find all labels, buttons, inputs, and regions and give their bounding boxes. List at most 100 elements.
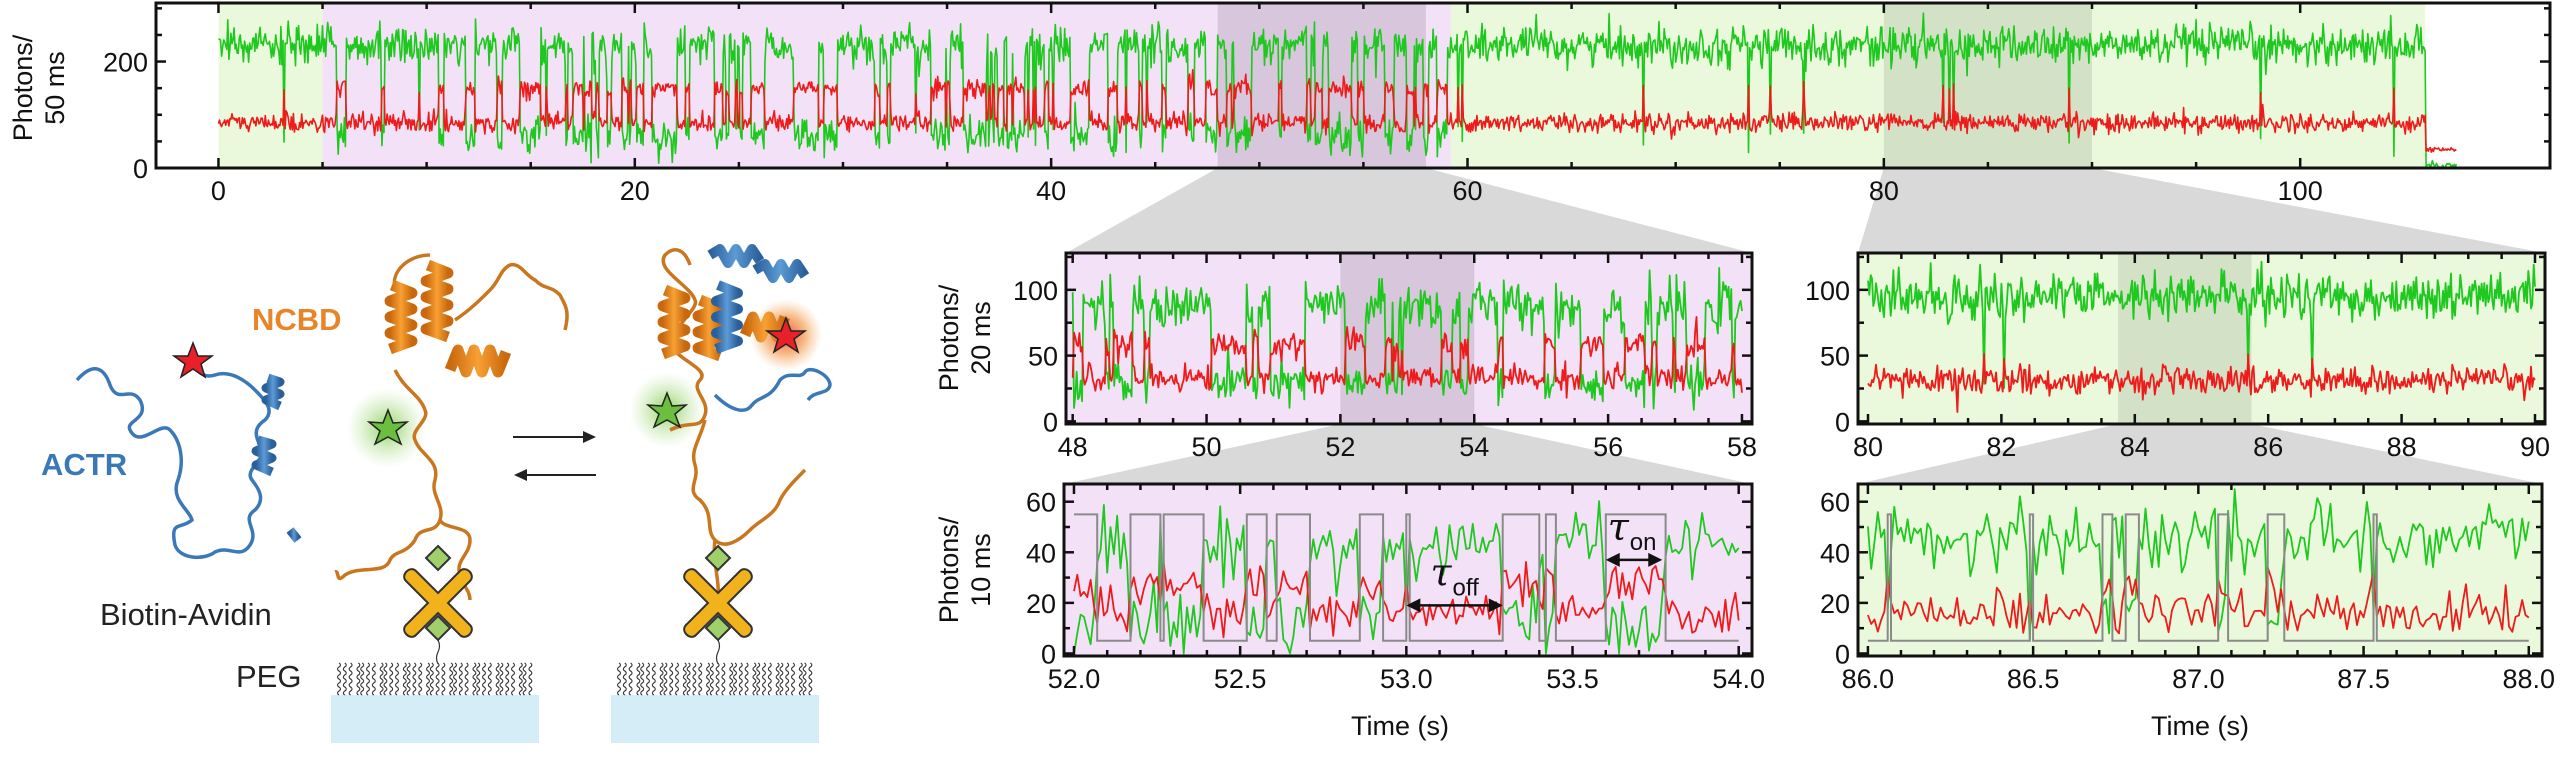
peg-strand <box>721 662 726 696</box>
peg-strand <box>371 662 376 696</box>
avidin-icon <box>683 568 753 638</box>
peg-strand <box>686 662 691 696</box>
x-tick-label: 54.0 <box>1712 664 1765 694</box>
series-acceptor <box>1867 353 2536 413</box>
x-tick-label: 80 <box>1869 176 1899 206</box>
peg-strand <box>487 662 492 696</box>
zoom-connector <box>1858 168 2545 253</box>
series-acceptor <box>217 69 2457 153</box>
peg-strand <box>495 662 500 696</box>
peg-strand <box>785 662 790 696</box>
shaded-region-zoom-unbound <box>1883 4 2093 167</box>
peg-strand <box>472 662 477 696</box>
donor-star-icon <box>645 390 689 429</box>
ncbd-helix <box>384 279 418 355</box>
peg-strand <box>449 662 454 696</box>
y-tick-label: 0 <box>1835 639 1850 669</box>
peg-strand <box>761 662 767 696</box>
peg-strand <box>767 662 772 696</box>
axes-frame <box>1064 251 1754 426</box>
traces <box>1071 267 1743 411</box>
panel-bound-20ms: 48 50 52 54 56 58 0 50 100 <box>1013 251 1757 462</box>
actr-helix <box>711 280 743 354</box>
x-tick-label: 58 <box>1727 432 1757 462</box>
y-tick-label: 50 <box>1028 342 1058 372</box>
peg-strand <box>464 662 469 696</box>
zoom-connectors <box>1064 168 2545 484</box>
arrow-right-icon <box>1488 598 1503 613</box>
x-tick-label: 40 <box>1036 176 1066 206</box>
series-donor <box>1867 488 2530 642</box>
y-tick-label: 60 <box>1026 488 1056 518</box>
y-tick-label: 0 <box>1043 407 1058 437</box>
state-fit-line <box>1867 513 2529 642</box>
traces <box>1867 488 2530 642</box>
panel-unbound-20ms: 80 82 84 86 88 90 0 50 100 <box>1805 251 2550 462</box>
acceptor-star-icon <box>171 340 215 379</box>
x-tick-label: 0 <box>211 176 226 206</box>
ticks: 48 50 52 54 56 58 0 50 100 <box>1013 253 1757 462</box>
peg-strand <box>452 662 458 696</box>
actr-helix <box>251 435 277 477</box>
peg-strand <box>802 662 807 696</box>
biotin-avidin <box>683 544 753 665</box>
ncbd-chain <box>454 262 569 331</box>
peg-strand <box>645 662 651 696</box>
zoom-connector <box>1858 424 2542 484</box>
peg-strand <box>402 662 407 696</box>
actr-helix <box>261 373 285 411</box>
peg-strand <box>692 662 697 696</box>
equilibrium-arrows <box>513 431 596 481</box>
bound10-ylabel-2: 10 ms <box>966 533 996 607</box>
x-tick-label: 53.5 <box>1546 664 1599 694</box>
series-donor <box>1071 267 1743 411</box>
x-tick-label: 87.5 <box>2337 664 2390 694</box>
dwell-symbol: τ <box>1431 550 1453 594</box>
y-tick-label: 100 <box>1013 276 1058 306</box>
dwell-annotation-off: τ off <box>1406 550 1503 613</box>
peg-strand <box>651 662 656 696</box>
y-tick-label: 0 <box>1835 407 1850 437</box>
actr-helix <box>707 244 765 268</box>
x-tick-label: 88.0 <box>2503 664 2556 694</box>
peg-strand <box>425 662 431 696</box>
peg-strand <box>798 662 803 696</box>
actr-helix <box>286 527 302 543</box>
series-donor <box>218 12 2458 169</box>
peg-strand <box>458 662 463 696</box>
peg-strand <box>336 662 342 696</box>
ncbd-helix <box>420 259 454 343</box>
x-tick-label: 53.0 <box>1380 664 1433 694</box>
zoom-connector <box>1066 168 1752 253</box>
peg-strand <box>528 662 533 696</box>
peg-strand <box>732 662 738 696</box>
glass-surface <box>331 695 539 743</box>
series-acceptor <box>1867 566 2530 635</box>
peg-strand <box>418 662 423 696</box>
illustration: NCBD ACTR Biotin-Avidin PEG <box>41 244 832 743</box>
x-tick-label: 56 <box>1593 432 1623 462</box>
ncbd-chain <box>691 419 807 546</box>
actr-chain <box>75 358 271 560</box>
peg-label: PEG <box>236 659 301 694</box>
biotin-icon <box>424 544 452 572</box>
peg-strand <box>622 662 627 696</box>
x-tick-label: 82 <box>1986 432 2016 462</box>
x-tick-label: 60 <box>1452 176 1482 206</box>
peg-strand <box>476 662 481 696</box>
peg-strand <box>779 662 784 696</box>
peg-strand <box>394 662 400 696</box>
biotin-avidin-label: Biotin-Avidin <box>100 597 272 632</box>
peg-strand <box>682 662 687 696</box>
x-tick-label: 80 <box>1853 432 1883 462</box>
peg-strand <box>752 662 757 696</box>
peg-strand <box>775 662 780 696</box>
y-tick-label: 100 <box>1805 276 1850 306</box>
peg-strand <box>669 662 674 696</box>
dwell-annotation-on: τ on <box>1605 505 1663 567</box>
peg-linker <box>715 639 721 665</box>
peg-strand <box>659 662 664 696</box>
peg-strand <box>636 662 641 696</box>
y-tick-label: 0 <box>133 154 148 184</box>
